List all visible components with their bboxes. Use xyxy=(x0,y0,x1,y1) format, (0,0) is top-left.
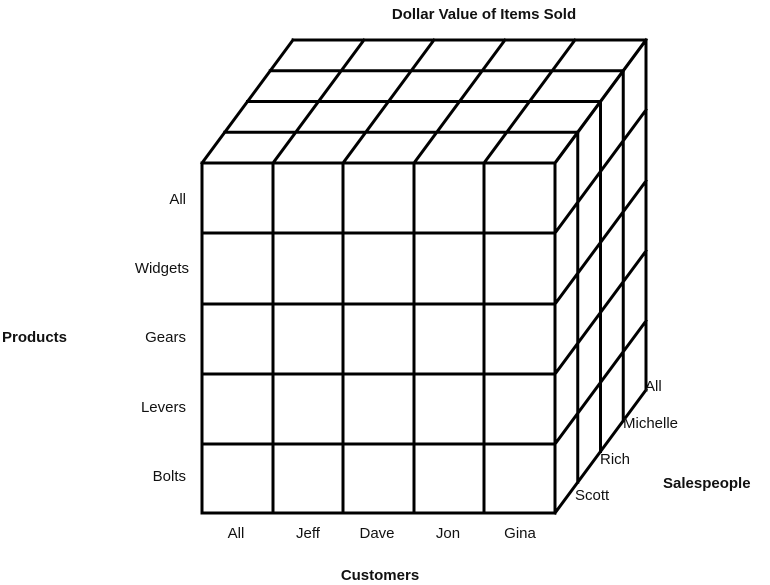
customer-label-dave: Dave xyxy=(359,525,394,542)
customers-axis-title: Customers xyxy=(341,567,419,584)
customer-label-all: All xyxy=(228,525,245,542)
salespeople-axis-title: Salespeople xyxy=(663,475,751,492)
data-cube xyxy=(199,37,649,516)
product-label-widgets: Widgets xyxy=(135,260,189,277)
customer-label-jon: Jon xyxy=(436,525,460,542)
customer-label-jeff: Jeff xyxy=(296,525,321,542)
products-axis-title: Products xyxy=(2,329,67,346)
salesperson-label-rich: Rich xyxy=(600,451,630,468)
salespeople-labels: Scott Rich Michelle All xyxy=(575,378,678,504)
product-label-bolts: Bolts xyxy=(153,468,186,485)
diagram-title: Dollar Value of Items Sold xyxy=(392,6,576,23)
salesperson-label-scott: Scott xyxy=(575,487,610,504)
customers-labels: All Jeff Dave Jon Gina xyxy=(228,525,537,542)
product-label-all: All xyxy=(169,191,186,208)
salesperson-label-michelle: Michelle xyxy=(623,415,678,432)
product-label-gears: Gears xyxy=(145,329,186,346)
product-label-levers: Levers xyxy=(141,399,186,416)
customer-label-gina: Gina xyxy=(504,525,536,542)
salesperson-label-all: All xyxy=(645,378,662,395)
products-labels: All Widgets Gears Levers Bolts xyxy=(135,191,189,485)
